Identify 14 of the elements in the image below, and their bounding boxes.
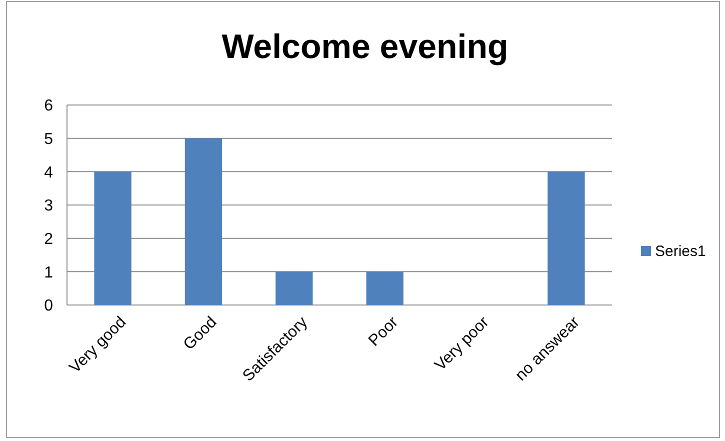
y-tick-label: 4: [44, 164, 54, 182]
y-tick-label: 6: [44, 98, 54, 115]
bar: [184, 138, 222, 305]
bar: [94, 172, 132, 305]
y-tick-label: 3: [44, 198, 54, 215]
y-tick-label: 0: [44, 298, 54, 315]
bar: [548, 172, 585, 305]
bar: [366, 272, 404, 305]
y-tick-label: 1: [44, 264, 54, 282]
bar: [276, 272, 313, 305]
y-tick-label: 5: [44, 130, 54, 148]
y-tick-label: 2: [44, 230, 54, 248]
chart-title: Welcome evening: [222, 28, 508, 66]
legend-label: Series1: [655, 243, 706, 260]
